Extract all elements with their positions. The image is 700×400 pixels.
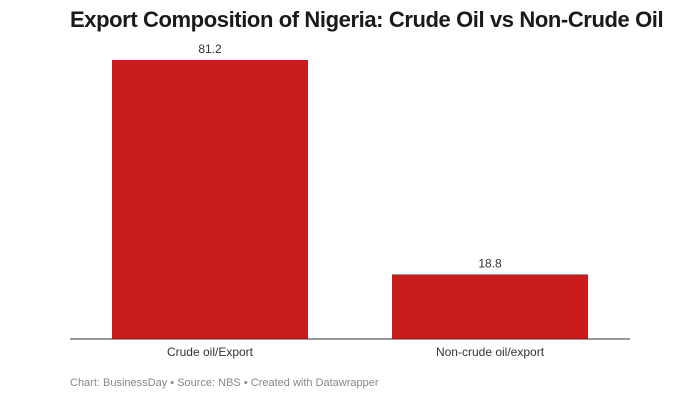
chart-title: Export Composition of Nigeria: Crude Oil… <box>70 7 664 32</box>
value-label-1: 81.2 <box>198 42 222 56</box>
category-labels-group: Crude oil/Export Non-crude oil/export <box>167 345 545 359</box>
category-label-2: Non-crude oil/export <box>436 345 545 359</box>
footer-source: Source: NBS <box>177 377 241 389</box>
footer-credit: Chart: BusinessDay <box>70 377 168 389</box>
footer-created-with: Created with Datawrapper <box>250 377 379 389</box>
bar-1 <box>112 60 308 339</box>
bars-group <box>112 60 588 339</box>
category-label-1: Crude oil/Export <box>167 345 254 359</box>
value-label-2: 18.8 <box>478 256 502 270</box>
bar-2 <box>392 274 588 339</box>
footer-separator-1: • <box>167 377 178 389</box>
value-labels-group: 81.2 18.8 <box>198 42 502 270</box>
footer-separator-2: • <box>240 377 251 389</box>
chart-footer: Chart: BusinessDay • Source: NBS • Creat… <box>70 377 379 389</box>
